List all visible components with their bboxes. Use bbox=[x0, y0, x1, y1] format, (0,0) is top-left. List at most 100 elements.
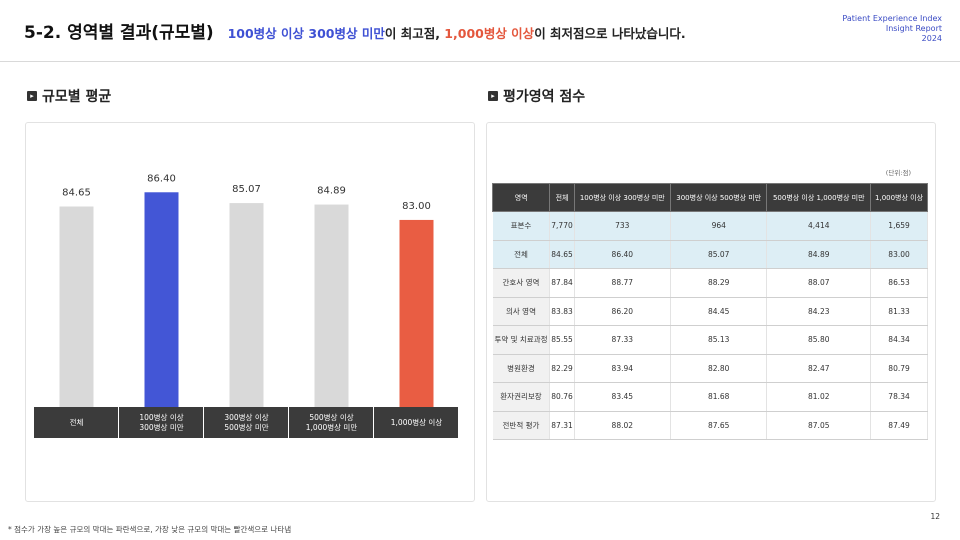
bar-1 bbox=[144, 192, 179, 407]
table-cell: 81.02 bbox=[766, 382, 872, 412]
category-label-1-1: 300병상 미만 bbox=[139, 422, 183, 432]
table-body: 표본수 7,770 733 964 4,414 1,659 전체 84.65 86.40 85.0… bbox=[492, 211, 928, 440]
table-cell: 733 bbox=[574, 211, 672, 241]
table-cell: 87.05 bbox=[766, 411, 872, 440]
table-row-label: 전체 bbox=[492, 240, 551, 269]
subtitle-mid1: 이 최고점, bbox=[384, 26, 445, 41]
table-row-label: 간호사 영역 bbox=[492, 268, 551, 298]
table-cell: 87.31 bbox=[549, 411, 575, 440]
table-header-3: 300병상 이상 500병상 미만 bbox=[670, 183, 768, 212]
table-cell: 82.29 bbox=[549, 354, 575, 383]
table-row-label: 투약 및 치료과정 bbox=[492, 325, 551, 355]
table-cell: 964 bbox=[670, 211, 768, 241]
table-row-label: 전반적 평가 bbox=[492, 411, 551, 440]
table-row-label: 병원환경 bbox=[492, 354, 551, 383]
report-line2: Insight Report bbox=[885, 24, 942, 33]
table-header-4: 500병상 이상 1,000병상 미만 bbox=[766, 183, 872, 212]
table-cell: 87.65 bbox=[670, 411, 768, 440]
subtitle-lowest: 1,000병상 이상 bbox=[444, 26, 535, 41]
category-label-bg-0 bbox=[34, 407, 118, 438]
table-cell: 87.49 bbox=[870, 411, 928, 440]
left-section-title: ▸ 규모별 평균 bbox=[27, 86, 111, 106]
table-cell: 88.02 bbox=[574, 411, 672, 440]
table-cell: 83.00 bbox=[870, 240, 928, 269]
header: 5-2. 영역별 결과(규모별) 100병상 이상 300병상 미만이 최고점,… bbox=[0, 0, 960, 62]
table-row: 전체 84.65 86.40 85.07 84.89 83.00 bbox=[492, 240, 928, 269]
score-table-panel: (단위:점) 영역 전체 100병상 이상 300병상 미만 300병상 이상 500… bbox=[486, 122, 936, 502]
category-label-3-1: 1,000병상 미만 bbox=[306, 422, 358, 432]
arrow-bullet-icon: ▸ bbox=[488, 91, 498, 101]
report-line1: Patient Experience Index bbox=[842, 14, 942, 23]
table-cell: 85.13 bbox=[670, 325, 768, 355]
table-cell: 84.65 bbox=[549, 240, 575, 269]
bar-value-label-0: 84.65 bbox=[62, 188, 91, 199]
table-cell: 88.07 bbox=[766, 268, 872, 298]
left-section-label: 규모별 평균 bbox=[42, 89, 112, 105]
bar-value-label-4: 83.00 bbox=[402, 201, 431, 212]
report-year: 2024 bbox=[921, 34, 942, 43]
category-label-bg-3 bbox=[289, 407, 373, 438]
table-cell: 84.34 bbox=[870, 325, 928, 355]
subtitle-highest: 100병상 이상 300병상 미만 bbox=[227, 26, 385, 41]
category-label-bg-2 bbox=[204, 407, 288, 438]
table-cell: 7,770 bbox=[549, 211, 575, 241]
table-cell: 87.84 bbox=[549, 268, 575, 298]
table-cell: 81.68 bbox=[670, 382, 768, 412]
category-label-2-1: 500병상 미만 bbox=[224, 422, 268, 432]
table-header-row: 영역 전체 100병상 이상 300병상 미만 300병상 이상 500병상 미만 50… bbox=[491, 183, 928, 212]
table-row: 간호사 영역 87.84 88.77 88.29 88.07 86.53 bbox=[492, 268, 928, 298]
right-section-title: ▸ 평가영역 점수 bbox=[488, 86, 585, 106]
table-cell: 88.77 bbox=[574, 268, 672, 298]
category-label-1-0: 100병상 이상 bbox=[139, 412, 183, 422]
table-cell: 86.53 bbox=[870, 268, 928, 298]
title-subtitle: 100병상 이상 300병상 미만이 최고점, 1,000병상 이상이 최저점으… bbox=[228, 26, 686, 41]
footnote: * 점수가 가장 높은 규모의 막대는 파란색으로, 가장 낮은 규모의 막대는… bbox=[8, 525, 292, 534]
bar-value-label-2: 85.07 bbox=[232, 184, 261, 195]
bar-4 bbox=[399, 219, 434, 407]
table-header-0: 영역 bbox=[491, 183, 551, 212]
category-label-2-0: 300병상 이상 bbox=[224, 412, 268, 422]
bar-value-label-1: 86.40 bbox=[147, 173, 176, 184]
subtitle-mid2: 이 최저점으로 나타났습니다. bbox=[534, 26, 686, 41]
table-cell: 82.47 bbox=[766, 354, 872, 383]
category-label-bg-1 bbox=[119, 407, 203, 438]
table-cell: 85.80 bbox=[766, 325, 872, 355]
arrow-bullet-icon: ▸ bbox=[27, 91, 37, 101]
table-row: 전반적 평가 87.31 88.02 87.65 87.05 87.49 bbox=[492, 411, 928, 440]
table-row-label: 환자권리보장 bbox=[492, 382, 551, 412]
table-row: 병원환경 82.29 83.94 82.80 82.47 80.79 bbox=[492, 354, 928, 383]
table-cell: 88.29 bbox=[670, 268, 768, 298]
table-cell: 81.33 bbox=[870, 297, 928, 326]
table-cell: 83.94 bbox=[574, 354, 672, 383]
table-cell: 84.89 bbox=[766, 240, 872, 269]
table-cell: 84.45 bbox=[670, 297, 768, 326]
table-cell: 4,414 bbox=[766, 211, 872, 241]
table-cell: 1,659 bbox=[870, 211, 928, 241]
table-header-2: 100병상 이상 300병상 미만 bbox=[573, 183, 672, 212]
bar-value-label-3: 84.89 bbox=[317, 186, 346, 197]
table-cell: 86.20 bbox=[574, 297, 672, 326]
category-label-0-0: 전체 bbox=[70, 417, 84, 427]
table-cell: 85.55 bbox=[549, 325, 575, 355]
table-cell: 86.40 bbox=[574, 240, 672, 269]
table-row: 의사 영역 83.83 86.20 84.45 84.23 81.33 bbox=[492, 297, 928, 326]
bar-3 bbox=[314, 204, 349, 407]
bar-2 bbox=[229, 203, 264, 407]
table-cell: 83.45 bbox=[574, 382, 672, 412]
table-cell: 82.80 bbox=[670, 354, 768, 383]
title-main: 5-2. 영역별 결과(규모별) bbox=[24, 23, 214, 43]
bar-chart-panel: 84.65 전체 86.40 100병상 이상 300병상 미만 85.07 300병상 이… bbox=[25, 122, 475, 502]
table-cell: 80.79 bbox=[870, 354, 928, 383]
table-cell: 83.83 bbox=[549, 297, 575, 326]
table-row-label: 의사 영역 bbox=[492, 297, 551, 326]
table-cell: 85.07 bbox=[670, 240, 768, 269]
bar-0 bbox=[59, 206, 94, 407]
table-row: 투약 및 치료과정 85.55 87.33 85.13 85.80 84.34 bbox=[492, 325, 928, 355]
report-label: Patient Experience Index Insight Report … bbox=[842, 14, 942, 44]
table-row: 환자권리보장 80.76 83.45 81.68 81.02 78.34 bbox=[492, 382, 928, 412]
page-number: 12 bbox=[930, 512, 940, 521]
category-label-bg-4 bbox=[374, 407, 458, 438]
page-title: 5-2. 영역별 결과(규모별) 100병상 이상 300병상 미만이 최고점,… bbox=[24, 18, 686, 43]
